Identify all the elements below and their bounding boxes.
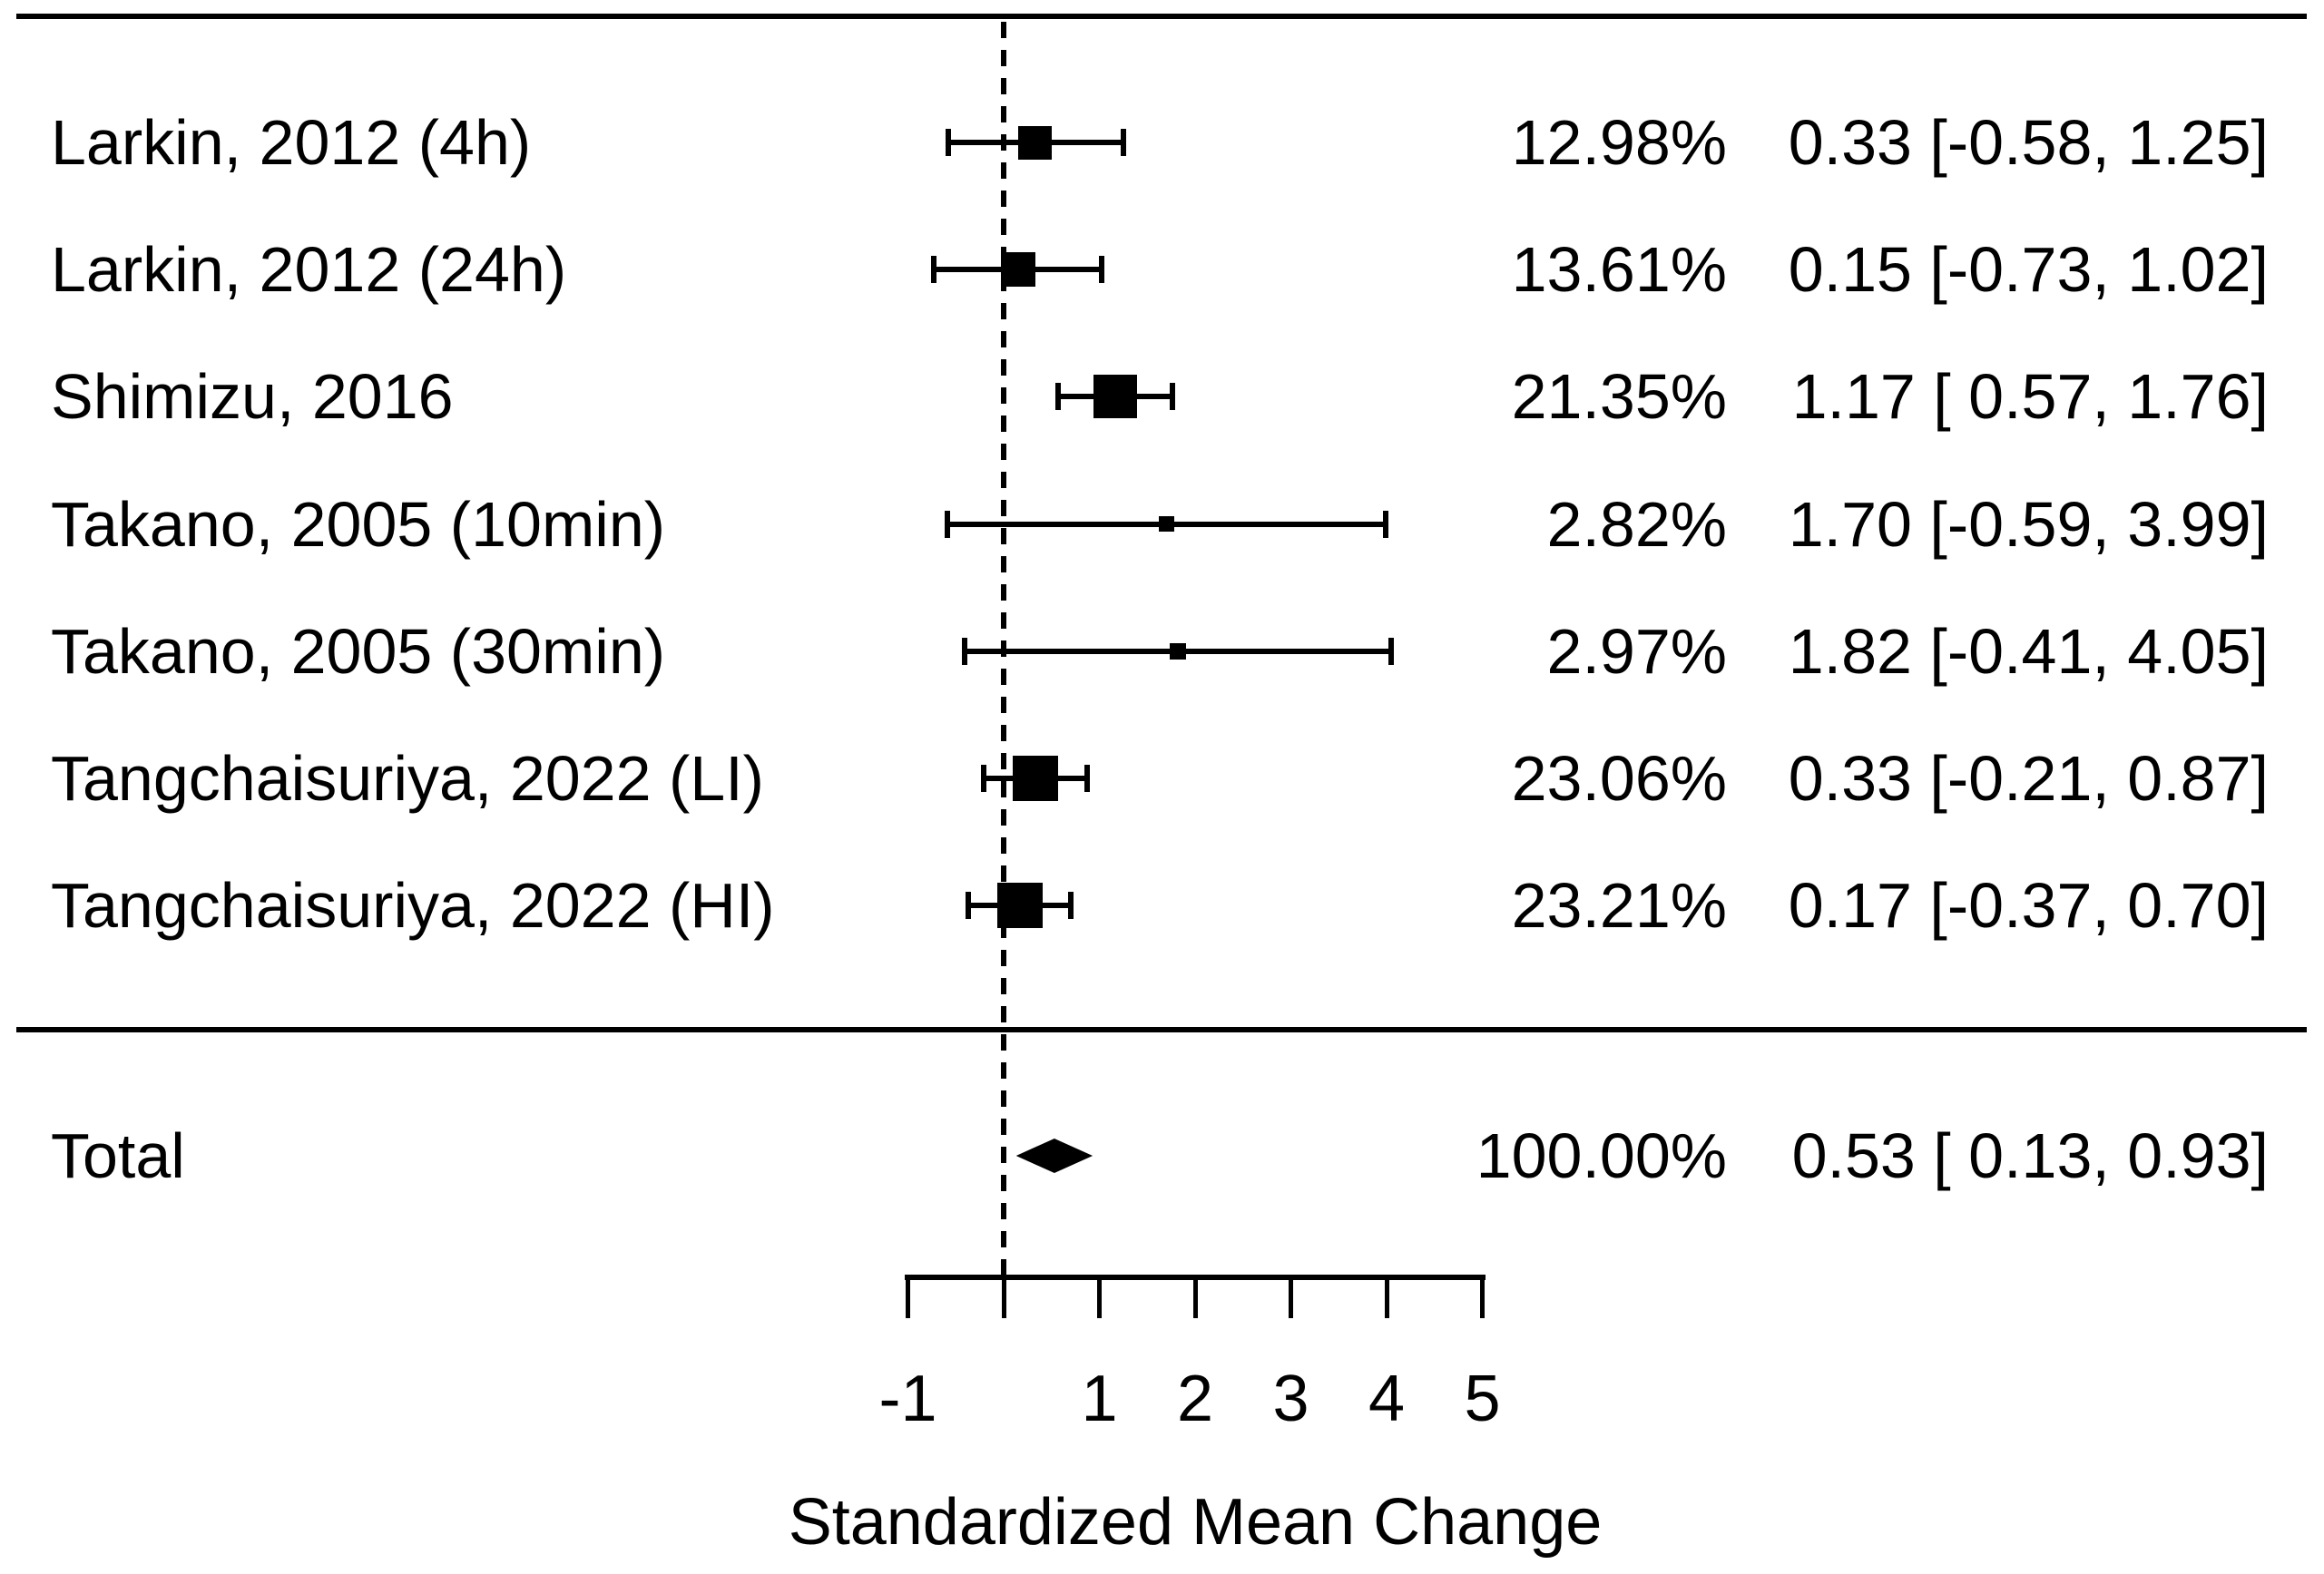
x-axis-tick-label: 4 bbox=[1368, 1363, 1406, 1435]
study-weight-percent: 2.97% bbox=[1546, 615, 1727, 687]
ci-upper-cap bbox=[1169, 383, 1175, 411]
zero-reference-line bbox=[1001, 22, 1006, 1275]
study-estimate-ci: 1.17 [ 0.57, 1.76] bbox=[1791, 361, 2269, 433]
study-estimate-ci: 0.17 [-0.37, 0.70] bbox=[1788, 870, 2269, 942]
ci-lower-cap bbox=[945, 129, 951, 156]
ci-lower-cap bbox=[1055, 383, 1062, 411]
effect-size-square bbox=[1170, 642, 1186, 660]
x-axis-tick-label: 3 bbox=[1272, 1363, 1309, 1435]
study-weight-percent: 2.82% bbox=[1546, 488, 1727, 560]
study-weight-percent: 13.61% bbox=[1511, 234, 1727, 306]
study-weight-percent: 12.98% bbox=[1511, 107, 1727, 178]
total-label: Total bbox=[51, 1120, 185, 1191]
study-weight-percent: 23.06% bbox=[1511, 743, 1727, 814]
study-estimate-ci: 1.82 [-0.41, 4.05] bbox=[1788, 615, 2269, 687]
ci-lower-cap bbox=[961, 637, 967, 665]
study-estimate-ci: 0.33 [-0.21, 0.87] bbox=[1788, 743, 2269, 814]
total-estimate-ci: 0.53 [ 0.13, 0.93] bbox=[1791, 1120, 2269, 1191]
x-axis-tick bbox=[1001, 1275, 1006, 1318]
x-axis-tick bbox=[906, 1275, 910, 1318]
study-label: Shimizu, 2016 bbox=[51, 361, 454, 433]
ci-upper-cap bbox=[1067, 892, 1074, 920]
x-axis-tick bbox=[1384, 1275, 1389, 1318]
effect-size-square bbox=[1018, 125, 1053, 160]
effect-size-square bbox=[1000, 252, 1035, 288]
effect-size-square bbox=[1158, 516, 1174, 533]
study-estimate-ci: 1.70 [-0.59, 3.99] bbox=[1788, 488, 2269, 560]
top-rule bbox=[16, 14, 2307, 19]
x-axis-tick-label: 1 bbox=[1081, 1363, 1118, 1435]
study-label: Takano, 2005 (10min) bbox=[51, 488, 666, 560]
study-label: Tangchaisuriya, 2022 (LI) bbox=[51, 743, 764, 814]
x-axis-tick bbox=[1192, 1275, 1198, 1318]
ci-lower-cap bbox=[965, 892, 971, 920]
ci-upper-cap bbox=[1120, 129, 1126, 156]
x-axis-tick bbox=[1097, 1275, 1102, 1318]
study-estimate-ci: 0.15 [-0.73, 1.02] bbox=[1788, 234, 2269, 306]
x-axis-title: Standardized Mean Change bbox=[788, 1486, 1603, 1559]
ci-upper-cap bbox=[1382, 510, 1388, 538]
study-weight-percent: 21.35% bbox=[1511, 361, 1727, 433]
x-axis-tick-label: 5 bbox=[1464, 1363, 1501, 1435]
study-estimate-ci: 0.33 [-0.58, 1.25] bbox=[1788, 107, 2269, 178]
ci-upper-cap bbox=[1084, 765, 1090, 792]
ci-lower-cap bbox=[930, 256, 936, 284]
summary-separator-rule bbox=[16, 1027, 2307, 1032]
study-weight-percent: 23.21% bbox=[1511, 870, 1727, 942]
effect-size-square bbox=[1093, 375, 1138, 419]
x-axis-tick bbox=[1289, 1275, 1293, 1318]
study-label: Tangchaisuriya, 2022 (HI) bbox=[51, 870, 775, 942]
summary-diamond bbox=[1015, 1139, 1093, 1173]
ci-lower-cap bbox=[980, 765, 986, 792]
study-label: Larkin, 2012 (24h) bbox=[51, 234, 567, 306]
effect-size-square bbox=[1012, 756, 1058, 801]
x-axis-tick-label: -1 bbox=[878, 1363, 937, 1435]
x-axis-tick-label: 2 bbox=[1176, 1363, 1214, 1435]
total-weight-percent: 100.00% bbox=[1476, 1120, 1727, 1191]
ci-lower-cap bbox=[944, 510, 950, 538]
x-axis-tick bbox=[1480, 1275, 1485, 1318]
effect-size-square bbox=[996, 883, 1043, 929]
study-label: Takano, 2005 (30min) bbox=[51, 615, 666, 687]
ci-upper-cap bbox=[1098, 256, 1104, 284]
study-label: Larkin, 2012 (4h) bbox=[51, 107, 532, 178]
ci-upper-cap bbox=[1388, 637, 1395, 665]
